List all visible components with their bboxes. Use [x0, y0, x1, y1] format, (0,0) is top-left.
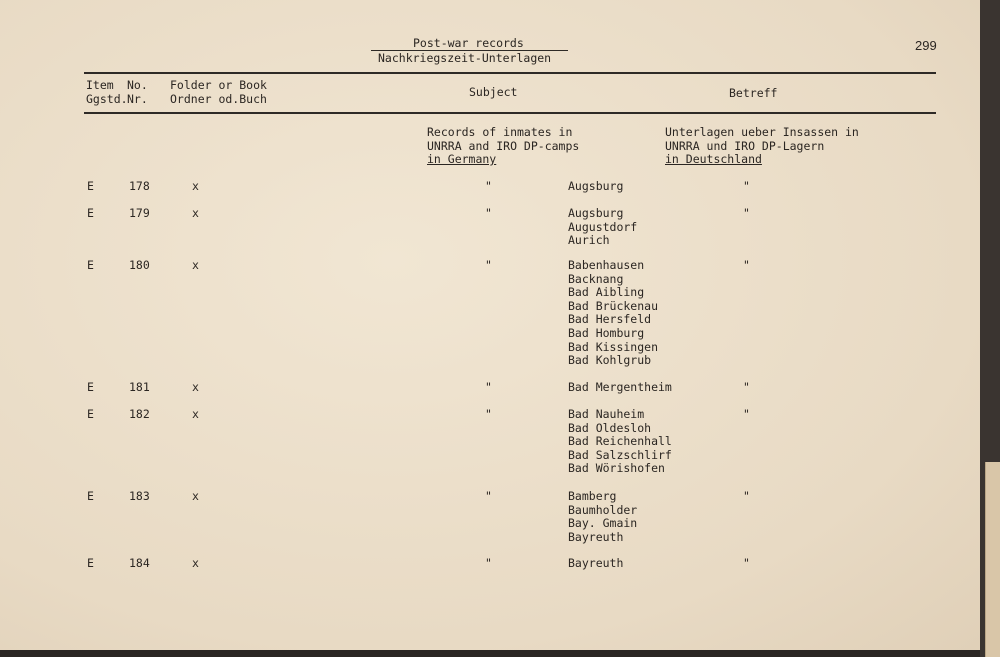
cell-places: Bad Nauheim Bad Oldesloh Bad Reichenhall…: [568, 407, 672, 476]
title-en: Post-war records: [413, 36, 524, 50]
cell-subject: ": [485, 380, 492, 394]
cell-betreff: ": [743, 206, 750, 220]
cell-item: E: [87, 258, 94, 272]
cell-places: Augsburg: [568, 179, 624, 193]
cell-subject: ": [485, 489, 492, 503]
cell-places: Bad Mergentheim: [568, 380, 672, 394]
col-subject: Subject: [469, 85, 518, 99]
cell-folder: x: [192, 258, 199, 272]
cell-subject: ": [485, 407, 492, 421]
cell-betreff: ": [743, 489, 750, 503]
cell-folder: x: [192, 179, 199, 193]
cell-no: 183: [129, 489, 150, 503]
cell-item: E: [87, 556, 94, 570]
cell-subject: ": [485, 556, 492, 570]
intro-subject: Records of inmates in UNRRA and IRO DP-c…: [427, 125, 580, 153]
cell-subject: ": [485, 206, 492, 220]
cell-folder: x: [192, 380, 199, 394]
col-no: No. Nr.: [127, 78, 148, 106]
cell-item: E: [87, 206, 94, 220]
page-number: 299: [915, 38, 937, 53]
page-tab: [985, 462, 1000, 657]
header-top-rule: [84, 72, 936, 74]
col-item: Item Ggstd.: [86, 78, 128, 106]
cell-item: E: [87, 380, 94, 394]
cell-item: E: [87, 489, 94, 503]
cell-betreff: ": [743, 258, 750, 272]
cell-no: 180: [129, 258, 150, 272]
cell-places: Bamberg Baumholder Bay. Gmain Bayreuth: [568, 489, 638, 544]
intro-subject-underlined: in Germany: [427, 152, 497, 166]
intro-betreff-underlined: in Deutschland: [665, 152, 762, 166]
cell-subject: ": [485, 258, 492, 272]
cell-item: E: [87, 179, 94, 193]
cell-folder: x: [192, 407, 199, 421]
cell-places: Bayreuth: [568, 556, 624, 570]
cell-folder: x: [192, 556, 199, 570]
col-folder: Folder or Book Ordner od.Buch: [170, 78, 267, 106]
cell-folder: x: [192, 206, 199, 220]
cell-subject: ": [485, 179, 492, 193]
cell-betreff: ": [743, 407, 750, 421]
cell-folder: x: [192, 489, 199, 503]
col-betreff: Betreff: [729, 86, 778, 100]
cell-places: Babenhausen Backnang Bad Aibling Bad Brü…: [568, 258, 659, 368]
cell-betreff: ": [743, 380, 750, 394]
cell-no: 182: [129, 407, 150, 421]
cell-betreff: ": [743, 179, 750, 193]
cell-no: 181: [129, 380, 150, 394]
intro-betreff: Unterlagen ueber Insassen in UNRRA und I…: [665, 125, 859, 153]
title-de: Nachkriegszeit-Unterlagen: [378, 51, 552, 65]
cell-betreff: ": [743, 556, 750, 570]
cell-no: 179: [129, 206, 150, 220]
title-rule: [371, 50, 568, 51]
cell-no: 178: [129, 179, 150, 193]
cell-item: E: [87, 407, 94, 421]
cell-no: 184: [129, 556, 150, 570]
cell-places: Augsburg Augustdorf Aurich: [568, 206, 638, 248]
document-page: Post-war records Nachkriegszeit-Unterlag…: [0, 0, 980, 650]
header-bottom-rule: [84, 112, 936, 114]
